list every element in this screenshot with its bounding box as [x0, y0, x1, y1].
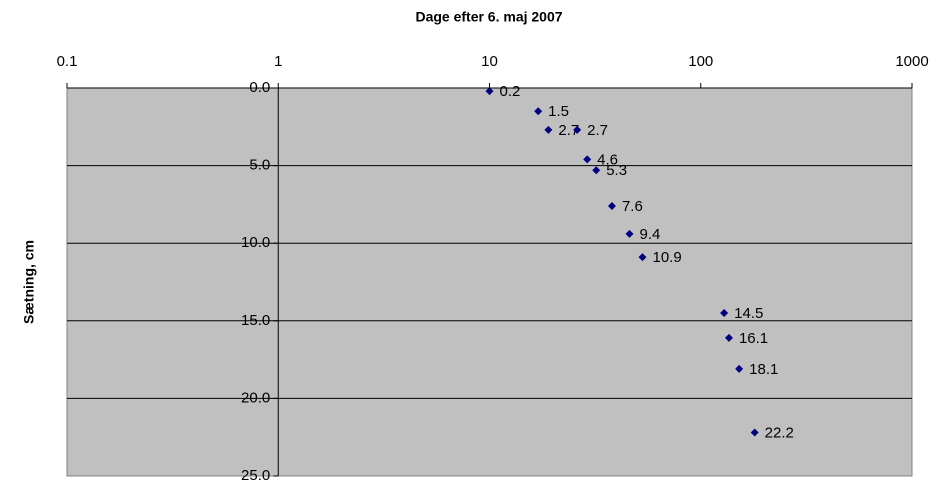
- data-point: [625, 229, 634, 238]
- data-label: 16.1: [739, 330, 768, 347]
- x-tick-label: 1000: [895, 53, 928, 70]
- data-label: 7.6: [622, 198, 643, 215]
- data-point: [534, 107, 543, 116]
- y-tick-label: 25.0: [241, 467, 270, 484]
- x-tick-label: 100: [688, 53, 713, 70]
- data-label: 2.7: [587, 122, 608, 139]
- data-label: 5.3: [606, 162, 627, 179]
- x-tick-label: 1: [274, 53, 282, 70]
- x-tick-label: 10: [481, 53, 498, 70]
- data-label: 4.6: [597, 151, 618, 168]
- y-tick-label: 20.0: [241, 389, 270, 406]
- y-tick-label: 15.0: [241, 312, 270, 329]
- data-point: [544, 125, 553, 134]
- data-label: 18.1: [749, 361, 778, 378]
- plot-area: [66, 87, 913, 477]
- data-point: [485, 87, 494, 96]
- data-point: [583, 155, 592, 164]
- x-axis-title: Dage efter 6. maj 2007: [415, 9, 562, 25]
- y-tick-label: 5.0: [249, 157, 270, 174]
- x-tick-label: 0.1: [57, 53, 78, 70]
- data-point: [573, 125, 582, 134]
- y-tick-label: 0.0: [249, 79, 270, 96]
- data-point: [750, 428, 759, 437]
- data-point: [735, 364, 744, 373]
- y-tick-label: 10.0: [241, 234, 270, 251]
- data-point: [638, 253, 647, 262]
- data-label: 22.2: [765, 425, 794, 442]
- data-label: 1.5: [548, 103, 569, 120]
- data-point: [720, 309, 729, 318]
- data-label: 10.9: [653, 249, 682, 266]
- data-point: [607, 201, 616, 210]
- data-label: 9.4: [640, 226, 661, 243]
- data-label: 2.7: [558, 122, 579, 139]
- data-label: 14.5: [734, 305, 763, 322]
- y-axis-title: Sætning, cm: [21, 240, 37, 324]
- data-point: [592, 166, 601, 175]
- data-label: 0.2: [500, 83, 521, 100]
- data-point: [724, 333, 733, 342]
